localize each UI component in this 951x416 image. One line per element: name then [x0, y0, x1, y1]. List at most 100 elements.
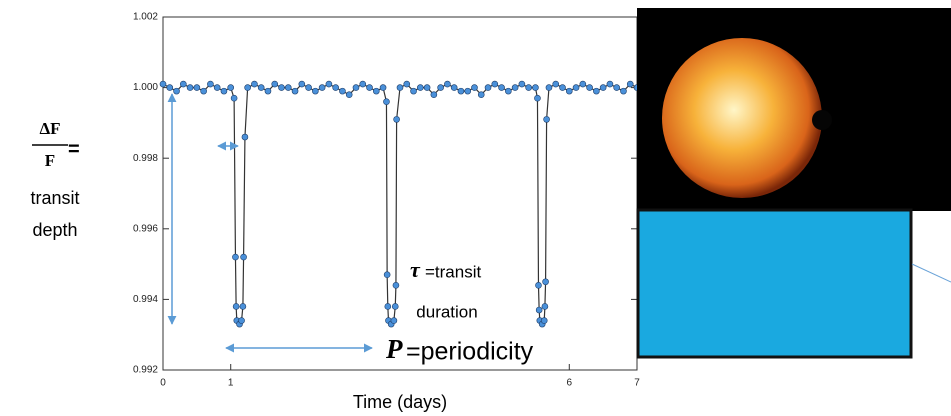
data-point: [251, 80, 258, 88]
x-tick-label: 7: [634, 378, 640, 389]
annotation: P: [385, 334, 403, 364]
data-point: [559, 84, 566, 91]
annotation: transit: [30, 188, 79, 208]
title-box: [636, 208, 913, 359]
data-point: [271, 80, 279, 88]
data-point: [291, 87, 299, 95]
y-tick-label: 0.996: [133, 223, 158, 234]
annotation: τ: [410, 257, 421, 282]
data-point: [383, 98, 390, 106]
x-tick-label: 6: [567, 378, 573, 389]
data-point: [471, 84, 478, 91]
annotation: F: [45, 151, 55, 170]
data-point: [444, 80, 451, 88]
data-point: [477, 91, 485, 98]
data-point: [305, 84, 312, 91]
data-point: [173, 87, 180, 95]
data-point: [620, 87, 627, 95]
data-point: [186, 84, 194, 91]
data-point: [525, 84, 532, 91]
data-point: [227, 84, 235, 91]
data-point: [417, 84, 424, 91]
data-point: [379, 84, 387, 91]
data-point: [552, 80, 560, 88]
y-tick-label: 0.998: [133, 153, 158, 164]
data-point: [410, 87, 417, 95]
data-point: [264, 87, 272, 95]
data-point: [535, 281, 542, 289]
annotation: duration: [416, 302, 477, 321]
data-point: [430, 91, 438, 98]
data-point: [278, 84, 285, 91]
annotation: =transit: [425, 262, 481, 281]
data-point: [359, 80, 367, 88]
data-point: [457, 87, 465, 95]
data-point: [207, 80, 214, 88]
data-point: [423, 84, 431, 91]
data-point: [392, 281, 400, 289]
data-point: [391, 303, 399, 310]
data-point: [244, 84, 251, 91]
y-tick-label: 1.002: [133, 12, 158, 23]
data-point: [393, 116, 400, 123]
data-point: [238, 317, 245, 324]
data-point: [352, 84, 360, 91]
data-point: [464, 87, 472, 95]
data-point: [450, 84, 458, 91]
data-point: [599, 84, 607, 91]
data-point: [535, 306, 543, 314]
data-point: [606, 80, 614, 88]
data-point: [366, 84, 373, 91]
data-point: [232, 303, 240, 310]
data-point: [166, 84, 174, 91]
annotation: =: [68, 138, 80, 160]
data-point: [318, 84, 326, 91]
data-point: [579, 80, 587, 88]
data-point: [180, 80, 187, 88]
data-point: [541, 303, 549, 310]
data-point: [372, 87, 380, 95]
data-point: [383, 271, 391, 278]
data-point: [542, 278, 549, 286]
data-point: [284, 84, 292, 91]
data-point: [193, 84, 201, 91]
planet: [812, 110, 832, 130]
y-tick-label: 0.994: [133, 294, 158, 305]
data-point: [200, 87, 207, 95]
data-point: [593, 87, 600, 95]
data-point: [230, 94, 238, 102]
data-point: [220, 87, 228, 95]
data-point: [498, 84, 505, 91]
data-point: [518, 80, 526, 88]
data-point: [390, 317, 398, 324]
data-point: [572, 84, 580, 91]
data-point: [532, 84, 539, 91]
data-point: [437, 84, 444, 91]
data-point: [325, 80, 333, 88]
data-point: [491, 80, 499, 88]
data-point: [232, 253, 239, 261]
data-point: [298, 80, 306, 88]
data-point: [540, 317, 548, 324]
data-point: [505, 87, 512, 95]
data-point: [396, 84, 404, 91]
annotation: =periodicity: [406, 338, 534, 366]
plot-frame: [162, 16, 638, 371]
data-point: [613, 84, 620, 91]
x-tick-label: 1: [228, 378, 234, 389]
data-point: [257, 84, 265, 91]
data-point: [241, 133, 249, 141]
data-point: [545, 84, 553, 91]
data-point: [332, 84, 339, 91]
x-axis-label: Time (days): [353, 392, 447, 412]
y-tick-label: 1.000: [133, 82, 158, 93]
y-tick-label: 0.992: [133, 365, 158, 376]
connector: [911, 263, 951, 283]
data-point: [384, 303, 392, 310]
star: [662, 38, 822, 198]
annotation: depth: [32, 220, 77, 240]
data-point: [213, 84, 221, 91]
data-point: [339, 87, 346, 95]
data-point: [586, 84, 593, 91]
